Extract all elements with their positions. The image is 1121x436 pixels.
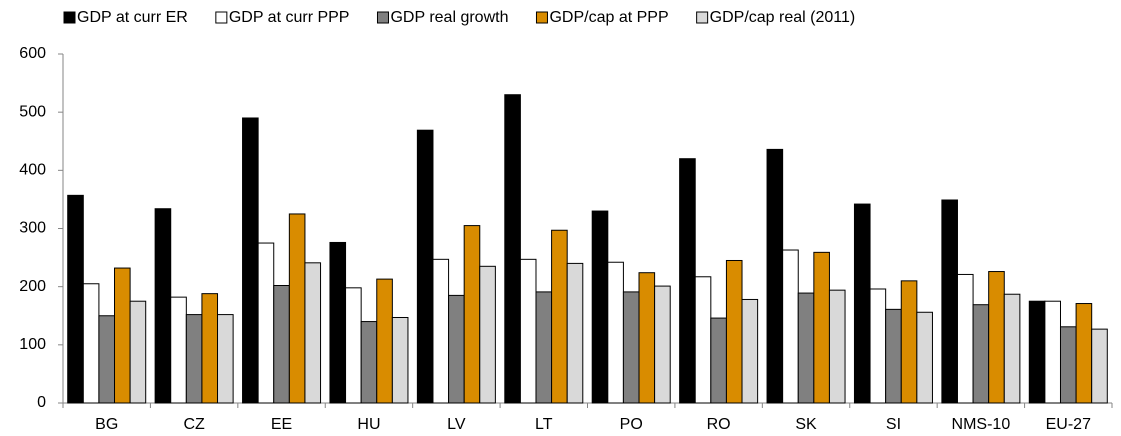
- bar: [479, 265, 496, 404]
- bar: [622, 291, 640, 404]
- bar: [67, 194, 84, 404]
- bar: [853, 203, 871, 404]
- bar: [828, 289, 846, 404]
- bar: [900, 280, 918, 404]
- bar: [416, 129, 434, 404]
- bar: [766, 148, 784, 404]
- x-tick-label: EU-27: [1046, 416, 1091, 433]
- bar: [988, 271, 1005, 404]
- bar: [129, 300, 147, 404]
- y-tick-label: 600: [19, 45, 46, 62]
- legend-label: GDP real growth: [390, 9, 508, 26]
- legend-label: GDP/cap real (2011): [710, 9, 856, 26]
- y-tick-label: 400: [19, 162, 46, 179]
- bar: [638, 272, 656, 404]
- bar: [797, 292, 815, 404]
- y-tick-label: 500: [19, 103, 46, 120]
- x-tick-label: LT: [535, 416, 553, 433]
- bar: [1075, 303, 1093, 404]
- bar: [956, 273, 974, 404]
- bar: [448, 294, 465, 404]
- y-tick-label: 100: [19, 336, 46, 353]
- x-tick-label: SK: [795, 416, 817, 433]
- x-tick-label: LV: [447, 416, 466, 433]
- legend-swatch: [696, 11, 709, 24]
- bar: [257, 242, 275, 404]
- bar: [242, 117, 259, 404]
- x-tick-label: HU: [357, 416, 380, 433]
- bar: [98, 315, 116, 404]
- x-tick-label: BG: [95, 416, 118, 433]
- bar: [1044, 300, 1061, 404]
- x-tick-label: CZ: [183, 416, 205, 433]
- bar: [591, 210, 609, 404]
- bar: [432, 258, 450, 404]
- bar: [329, 241, 347, 404]
- bar: [519, 258, 537, 404]
- x-tick-label: NMS-10: [952, 416, 1011, 433]
- bar: [679, 158, 696, 404]
- bar: [607, 261, 624, 404]
- bar: [360, 321, 378, 404]
- bar: [694, 276, 712, 404]
- bar: [504, 94, 521, 404]
- bar: [1028, 300, 1046, 404]
- x-tick-label: RO: [707, 416, 731, 433]
- x-tick-label: EE: [271, 416, 292, 433]
- bar: [972, 304, 990, 404]
- bar: [782, 249, 799, 404]
- bar: [741, 298, 759, 404]
- x-tick-label: PO: [620, 416, 643, 433]
- bar: [304, 262, 322, 404]
- bar: [813, 251, 830, 404]
- bar: [185, 314, 203, 404]
- y-tick-label: 200: [19, 278, 46, 295]
- legend-swatch: [376, 11, 389, 24]
- bar: [217, 314, 234, 404]
- bar: [1003, 293, 1021, 404]
- bar: [885, 308, 902, 404]
- bar: [1059, 326, 1077, 404]
- bar: [391, 316, 409, 404]
- bar: [869, 288, 887, 404]
- bar: [566, 262, 584, 404]
- bar: [941, 199, 958, 404]
- bar: [273, 285, 290, 404]
- bar: [551, 229, 568, 404]
- bar: [201, 293, 219, 404]
- legend-label: GDP at curr ER: [77, 9, 188, 26]
- bar: [82, 283, 100, 404]
- bar: [535, 291, 553, 404]
- bar: [288, 213, 306, 404]
- bar: [114, 267, 131, 404]
- legend-swatch: [535, 11, 548, 24]
- bar: [725, 259, 743, 404]
- x-tick-label: SI: [886, 416, 901, 433]
- legend-swatch: [215, 11, 228, 24]
- legend-label: GDP/cap at PPP: [549, 9, 668, 26]
- legend-swatch: [63, 11, 76, 24]
- y-tick-label: 0: [37, 394, 46, 411]
- bar: [345, 287, 362, 404]
- bar: [170, 296, 187, 404]
- bar: [463, 225, 481, 404]
- bar: [154, 208, 172, 404]
- y-tick-label: 300: [19, 220, 46, 237]
- bar: [916, 311, 933, 404]
- legend-label: GDP at curr PPP: [229, 9, 350, 26]
- bar: [1091, 328, 1108, 404]
- bar: [654, 285, 671, 404]
- bar: [376, 278, 393, 404]
- bar: [710, 317, 727, 404]
